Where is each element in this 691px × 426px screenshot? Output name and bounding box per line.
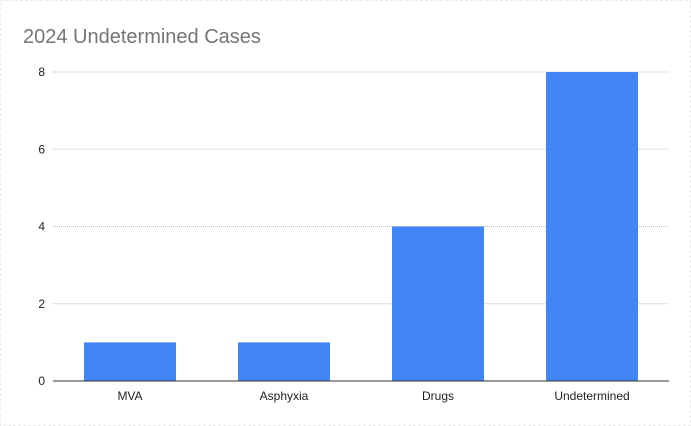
y-tick-label: 6 bbox=[38, 142, 45, 156]
chart-title: 2024 Undetermined Cases bbox=[23, 26, 261, 48]
bars bbox=[84, 72, 638, 381]
y-tick-label: 2 bbox=[38, 297, 45, 311]
y-tick-label: 0 bbox=[38, 374, 45, 388]
bar bbox=[392, 226, 484, 381]
x-tick-label: Undetermined bbox=[554, 389, 629, 403]
x-axis-ticks: MVA Asphyxia Drugs Undetermined bbox=[117, 389, 629, 403]
x-tick-label: Drugs bbox=[422, 389, 454, 403]
y-tick-label: 4 bbox=[38, 220, 45, 234]
gridlines bbox=[53, 71, 669, 305]
bar bbox=[238, 342, 330, 381]
bar bbox=[84, 342, 176, 381]
y-tick-label: 8 bbox=[38, 65, 45, 79]
x-tick-label: MVA bbox=[117, 389, 142, 403]
bar bbox=[546, 72, 638, 381]
y-axis-ticks: 0 2 4 6 8 bbox=[38, 65, 45, 388]
x-tick-label: Asphyxia bbox=[260, 389, 309, 403]
